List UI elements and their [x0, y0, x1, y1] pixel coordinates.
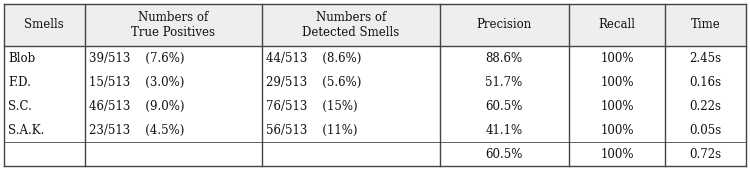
Text: Numbers of
True Positives: Numbers of True Positives — [131, 11, 215, 39]
Text: 60.5%: 60.5% — [485, 99, 523, 113]
Text: 100%: 100% — [600, 148, 634, 160]
Text: S.C.: S.C. — [8, 99, 32, 113]
Text: 0.05s: 0.05s — [689, 123, 722, 137]
Text: 23/513    (4.5%): 23/513 (4.5%) — [88, 123, 184, 137]
Text: Numbers of
Detected Smells: Numbers of Detected Smells — [302, 11, 400, 39]
Text: 88.6%: 88.6% — [485, 52, 523, 64]
Text: Time: Time — [691, 19, 721, 31]
Text: 0.72s: 0.72s — [689, 148, 722, 160]
Text: 46/513    (9.0%): 46/513 (9.0%) — [88, 99, 184, 113]
Text: 60.5%: 60.5% — [485, 148, 523, 160]
Bar — [4, 4, 746, 46]
Text: Precision: Precision — [476, 19, 532, 31]
Text: Smells: Smells — [25, 19, 64, 31]
Text: 0.16s: 0.16s — [689, 75, 722, 89]
Text: S.A.K.: S.A.K. — [8, 123, 44, 137]
Text: 100%: 100% — [600, 99, 634, 113]
Text: Blob: Blob — [8, 52, 35, 64]
Text: 100%: 100% — [600, 123, 634, 137]
Text: 51.7%: 51.7% — [485, 75, 523, 89]
Text: 0.22s: 0.22s — [690, 99, 722, 113]
Text: F.D.: F.D. — [8, 75, 31, 89]
Text: 56/513    (11%): 56/513 (11%) — [266, 123, 358, 137]
Text: 29/513    (5.6%): 29/513 (5.6%) — [266, 75, 362, 89]
Text: 76/513    (15%): 76/513 (15%) — [266, 99, 358, 113]
Text: 100%: 100% — [600, 52, 634, 64]
Text: 100%: 100% — [600, 75, 634, 89]
Text: 15/513    (3.0%): 15/513 (3.0%) — [88, 75, 184, 89]
Text: 2.45s: 2.45s — [689, 52, 722, 64]
Text: 41.1%: 41.1% — [485, 123, 523, 137]
Text: 39/513    (7.6%): 39/513 (7.6%) — [88, 52, 184, 64]
Text: 44/513    (8.6%): 44/513 (8.6%) — [266, 52, 362, 64]
Text: Recall: Recall — [598, 19, 635, 31]
